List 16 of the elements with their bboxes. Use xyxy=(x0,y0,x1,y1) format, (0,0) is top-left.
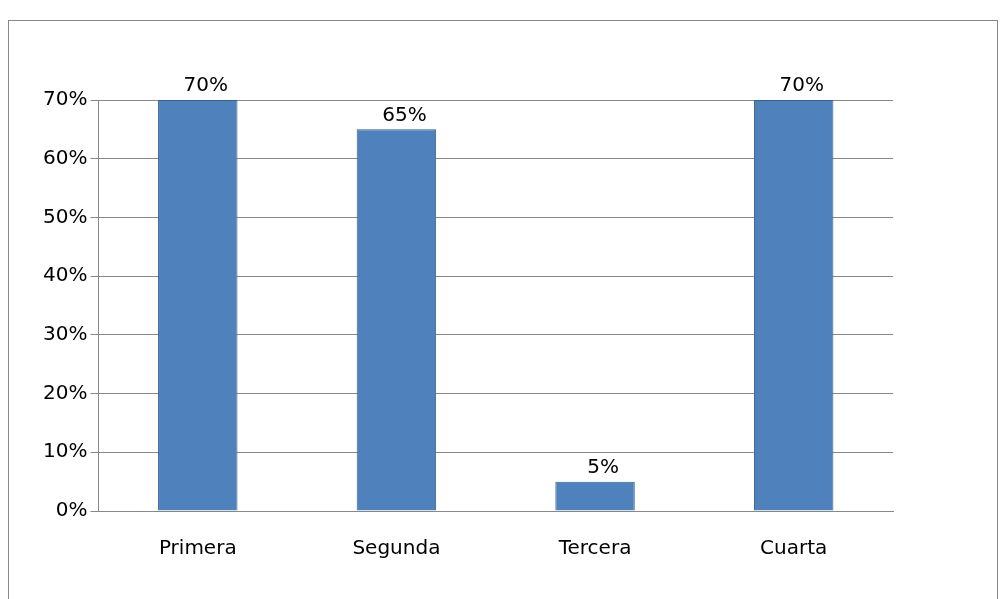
data-label: 5% xyxy=(587,453,619,478)
x-tick-label: Cuarta xyxy=(760,535,828,560)
data-label: 70% xyxy=(183,72,228,97)
y-tick-label: 60% xyxy=(43,144,88,169)
y-tick-label: 20% xyxy=(43,379,88,404)
data-label: 65% xyxy=(382,101,427,126)
x-tick-label: Primera xyxy=(158,535,237,560)
y-tick-label: 50% xyxy=(43,203,88,228)
y-tick-label: 70% xyxy=(43,86,88,111)
x-tick-label: Tercera xyxy=(557,535,632,560)
x-tick-label: Segunda xyxy=(352,535,441,560)
y-tick-label: 10% xyxy=(43,438,88,463)
data-label: 70% xyxy=(779,72,824,97)
y-tick-label: 30% xyxy=(43,321,88,346)
y-tick-label: 0% xyxy=(55,497,88,522)
y-tick-label: 40% xyxy=(43,262,88,287)
